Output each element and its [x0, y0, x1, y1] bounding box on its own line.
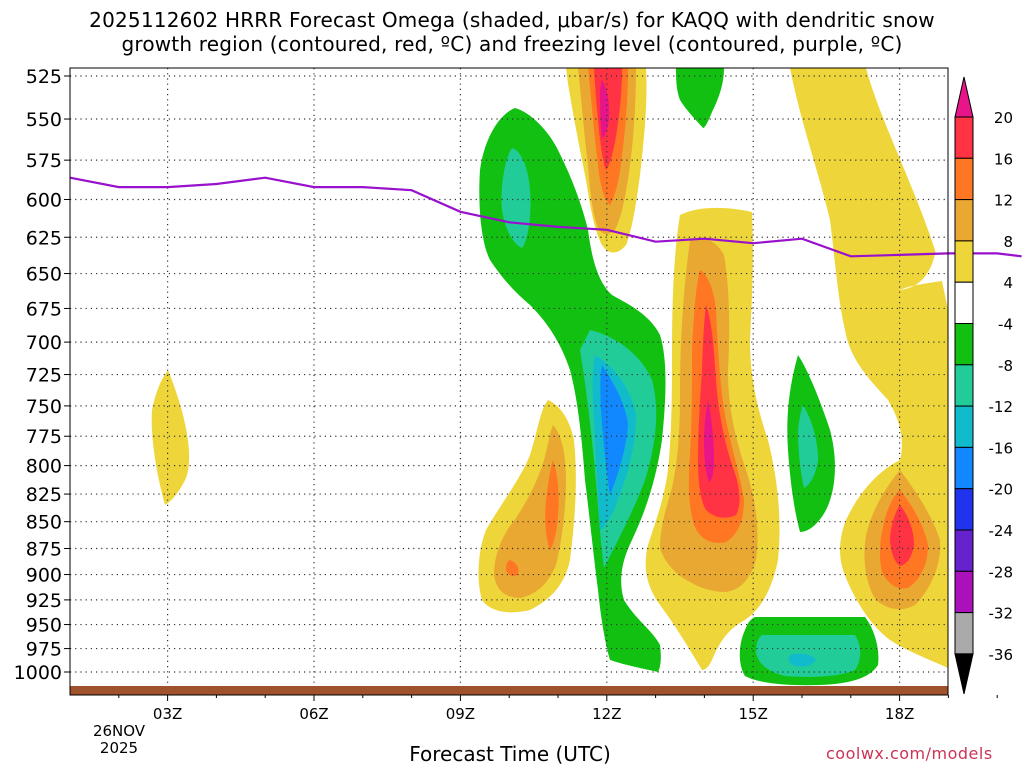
y-tick-label: 525	[26, 66, 62, 88]
y-tick-label: 825	[26, 484, 62, 506]
date-label-year: 2025	[99, 739, 139, 757]
colorbar-label: -12	[989, 398, 1014, 416]
colorbar-label: 12	[994, 192, 1013, 210]
colorbar-label: -16	[989, 439, 1014, 457]
y-tick-label: 675	[26, 298, 62, 320]
colorbar-label: -8	[998, 357, 1013, 375]
plot-frame	[69, 67, 949, 696]
y-tick-label: 875	[26, 538, 62, 560]
colorbar-swatch	[954, 157, 974, 201]
x-axis: 03Z 06Z 09Z 12Z 15Z 18Z	[118, 695, 998, 723]
omega-hole	[900, 130, 948, 290]
colorbar-label: -24	[989, 522, 1014, 540]
chart-title-line-2: growth region (contoured, red, ºC) and f…	[121, 32, 903, 56]
omega-shading	[151, 68, 948, 686]
colorbar-label: -4	[998, 316, 1013, 334]
y-tick-label: 1000	[14, 662, 62, 684]
y-tick-label: 575	[26, 150, 62, 172]
colorbar-label: -36	[989, 646, 1014, 664]
colorbar-swatch	[954, 405, 974, 448]
freezing-level-line	[69, 176, 1022, 258]
colorbar-swatch	[954, 446, 974, 490]
y-tick-label: 550	[26, 109, 62, 131]
omega-region	[151, 370, 190, 505]
x-tick-label: 09Z	[446, 705, 475, 723]
y-tick-label: 625	[26, 227, 62, 249]
chart-title-line-1: 2025112602 HRRR Forecast Omega (shaded, …	[89, 8, 935, 32]
colorbar-max-arrow	[954, 76, 974, 118]
omega-region	[600, 365, 628, 495]
x-tick-label: 06Z	[299, 705, 328, 723]
x-tick-label: 03Z	[153, 705, 182, 723]
ground-surface	[70, 686, 948, 695]
grid-lines	[70, 68, 948, 695]
colorbar-swatch	[954, 240, 974, 283]
x-tick-label: 12Z	[592, 705, 621, 723]
y-tick-label: 850	[26, 512, 62, 534]
y-tick-label: 750	[26, 396, 62, 418]
colorbar-label: -32	[989, 605, 1014, 623]
colorbar-swatch	[954, 199, 974, 242]
date-label: 26NOV 2025	[84, 723, 154, 757]
x-tick-label: 18Z	[885, 705, 914, 723]
y-tick-label: 600	[26, 190, 62, 212]
y-tick-label: 700	[26, 332, 62, 354]
omega-region	[506, 560, 519, 577]
y-tick-label: 725	[26, 365, 62, 387]
omega-region	[788, 653, 816, 667]
colorbar-swatch	[954, 364, 974, 407]
colorbar-label: 20	[994, 109, 1013, 127]
y-tick-label: 925	[26, 590, 62, 612]
colorbar-swatch	[954, 529, 974, 572]
y-tick-label: 650	[26, 264, 62, 286]
colorbar-swatch	[954, 612, 974, 655]
y-tick-label: 900	[26, 565, 62, 587]
colorbar-label: -20	[989, 481, 1014, 499]
colorbar-swatch	[954, 323, 974, 366]
colorbar-swatch	[954, 116, 974, 159]
y-axis: 525 550 575 600 625 650 675 700 725 750 775 800 825 8…	[14, 66, 70, 684]
y-tick-label: 800	[26, 456, 62, 478]
colorbar-swatch	[954, 281, 974, 325]
colorbar-label: 16	[994, 150, 1013, 168]
x-axis-label: Forecast Time (UTC)	[409, 742, 611, 766]
colorbar-label: 8	[1003, 233, 1013, 251]
y-tick-label: 975	[26, 639, 62, 661]
x-tick-label: 15Z	[739, 705, 768, 723]
omega-region	[545, 460, 559, 550]
colorbar-swatch	[954, 488, 974, 531]
omega-region	[704, 400, 714, 482]
y-tick-label: 775	[26, 426, 62, 448]
colorbar-label: 4	[1003, 274, 1013, 292]
y-tick-label: 950	[26, 615, 62, 637]
colorbar: 20 16 12 8 4 -4 -8 -12 -16 -20 -24 -28 -32 -36	[954, 76, 1014, 695]
omega-region	[494, 425, 566, 598]
credit-link[interactable]: coolwx.com/models	[826, 744, 993, 763]
colorbar-label: -28	[989, 563, 1014, 581]
omega-region	[676, 68, 724, 128]
omega-region	[798, 405, 818, 488]
colorbar-swatch	[954, 570, 974, 614]
date-label-day: 26NOV	[92, 722, 146, 740]
omega-region	[890, 505, 914, 566]
colorbar-min-arrow	[954, 653, 974, 695]
